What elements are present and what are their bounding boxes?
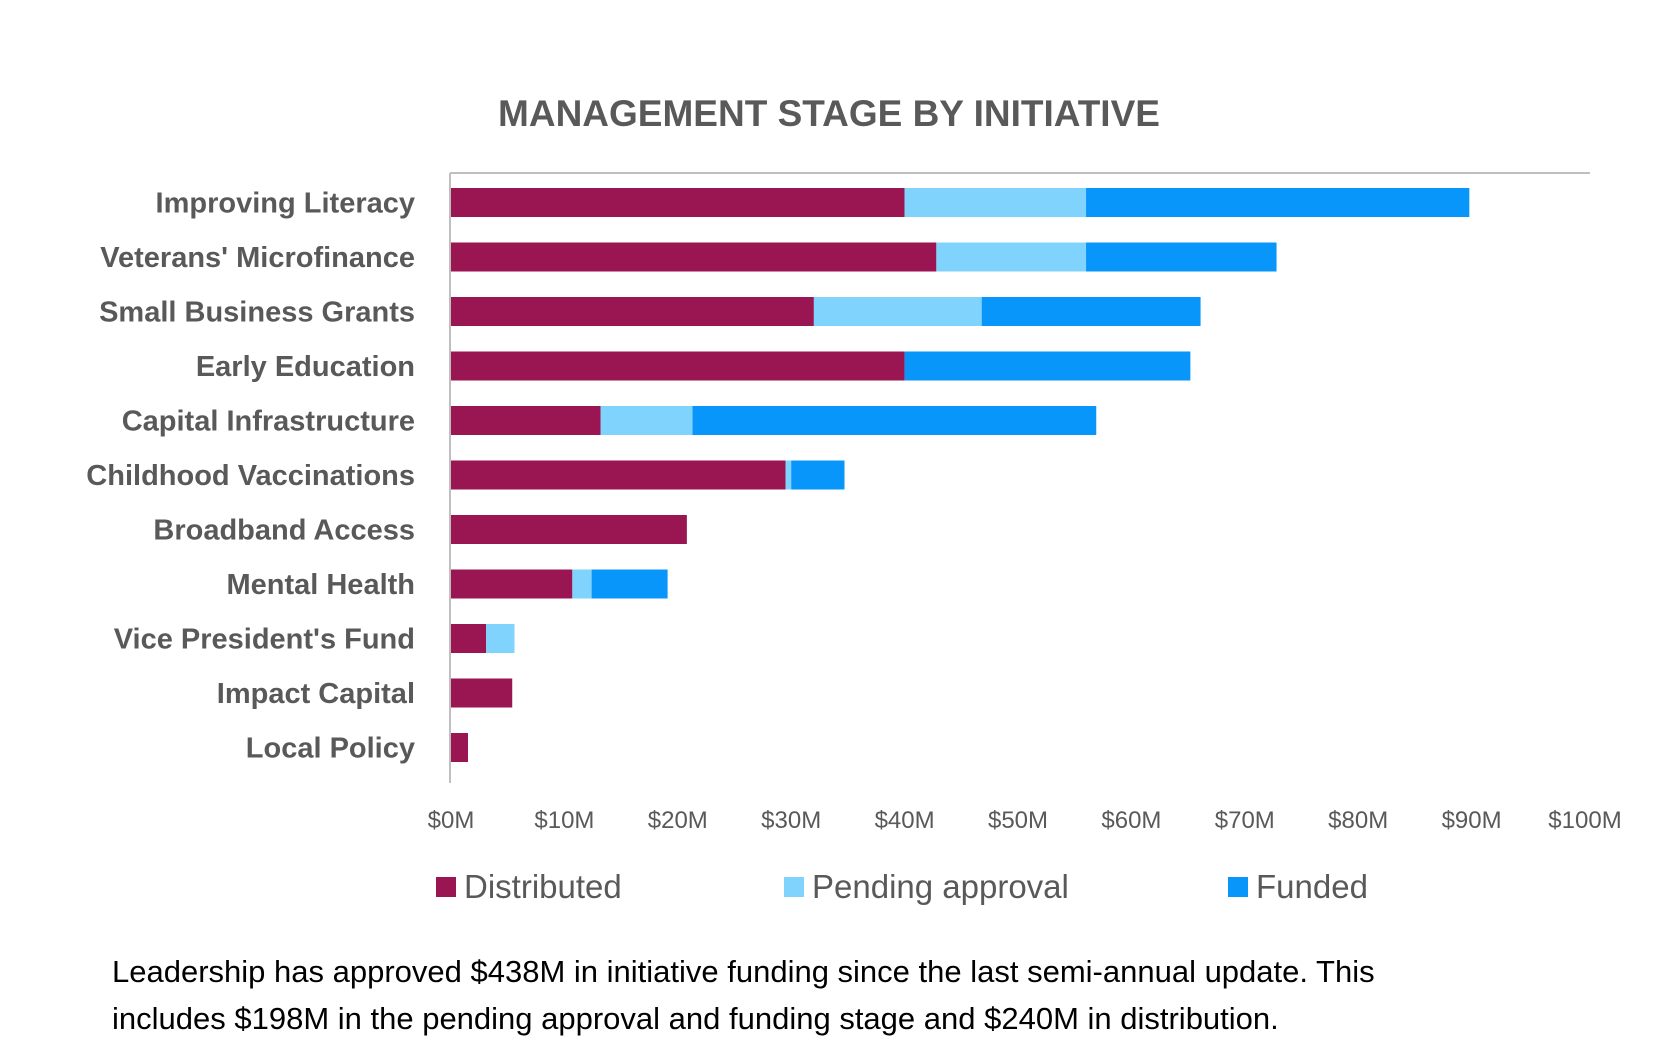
x-tick-label: $100M [1548, 807, 1621, 834]
bar-early-education-distributed [451, 351, 905, 381]
bar-vice-president-s-fund-pending-approval [486, 624, 515, 653]
category-label: Early Education [196, 351, 415, 383]
bar-childhood-vaccinations-distributed [451, 460, 786, 490]
bar-mental-health-funded [591, 569, 668, 599]
bar-capital-infrastructure-funded [692, 406, 1097, 435]
x-tick-label: $30M [761, 807, 821, 834]
bar-childhood-vaccinations-funded [791, 460, 845, 490]
bar-small-business-grants-distributed [451, 297, 814, 326]
legend-swatch-funded [1228, 877, 1248, 897]
x-tick-label: $0M [428, 807, 475, 834]
bar-broadband-access-distributed [451, 515, 687, 544]
bar-childhood-vaccinations-pending-approval [785, 460, 792, 490]
category-label: Improving Literacy [156, 188, 415, 220]
x-tick-label: $80M [1328, 807, 1388, 834]
bar-improving-literacy-funded [1086, 188, 1470, 217]
bar-mental-health-pending-approval [572, 569, 592, 599]
category-label: Veterans' Microfinance [100, 242, 415, 274]
category-label: Broadband Access [153, 515, 415, 547]
bar-capital-infrastructure-distributed [451, 406, 601, 435]
bar-improving-literacy-distributed [451, 188, 905, 217]
bar-veterans-microfinance-distributed [451, 242, 937, 272]
bar-local-policy-distributed [451, 733, 469, 762]
x-tick-label: $40M [875, 807, 935, 834]
x-axis-tick-labels: $0M $10M $20M $30M $40M $50M $60M $70M $80M $90M $… [428, 807, 1622, 834]
bars-layer [451, 188, 1470, 762]
x-tick-label: $50M [988, 807, 1048, 834]
x-tick-label: $10M [534, 807, 594, 834]
legend-label-pending-approval: Pending approval [812, 868, 1069, 905]
chart-title: MANAGEMENT STAGE BY INITIATIVE [498, 93, 1160, 134]
bar-improving-literacy-pending-approval [904, 188, 1087, 217]
x-tick-label: $70M [1215, 807, 1275, 834]
caption-line-2: includes $198M in the pending approval a… [112, 1001, 1279, 1036]
category-labels: Improving Literacy Veterans' Microfinance… [86, 188, 415, 765]
category-label: Childhood Vaccinations [86, 460, 415, 492]
summary-caption: Leadership has approved $438M in initiat… [112, 948, 1592, 1042]
bar-small-business-grants-pending-approval [813, 297, 982, 326]
legend-label-funded: Funded [1256, 868, 1368, 905]
bar-small-business-grants-funded [981, 297, 1201, 326]
x-tick-label: $60M [1101, 807, 1161, 834]
bar-vice-president-s-fund-distributed [451, 624, 487, 653]
category-label: Vice President's Fund [114, 624, 415, 656]
legend-swatch-distributed [436, 877, 456, 897]
bar-early-education-funded [904, 351, 1191, 381]
caption-line-1: Leadership has approved $438M in initiat… [112, 954, 1375, 989]
legend: Distributed Pending approval Funded [436, 868, 1368, 905]
bar-mental-health-distributed [451, 569, 573, 599]
bar-veterans-microfinance-pending-approval [936, 242, 1087, 272]
x-tick-label: $20M [648, 807, 708, 834]
bar-impact-capital-distributed [451, 678, 513, 708]
bar-capital-infrastructure-pending-approval [600, 406, 693, 435]
legend-label-distributed: Distributed [464, 868, 622, 905]
x-tick-label: $90M [1442, 807, 1502, 834]
category-label: Impact Capital [217, 678, 415, 710]
category-label: Small Business Grants [99, 297, 415, 329]
legend-swatch-pending-approval [784, 877, 804, 897]
category-label: Mental Health [226, 569, 415, 601]
bar-veterans-microfinance-funded [1086, 242, 1277, 272]
category-label: Local Policy [246, 733, 415, 765]
category-label: Capital Infrastructure [122, 406, 415, 438]
